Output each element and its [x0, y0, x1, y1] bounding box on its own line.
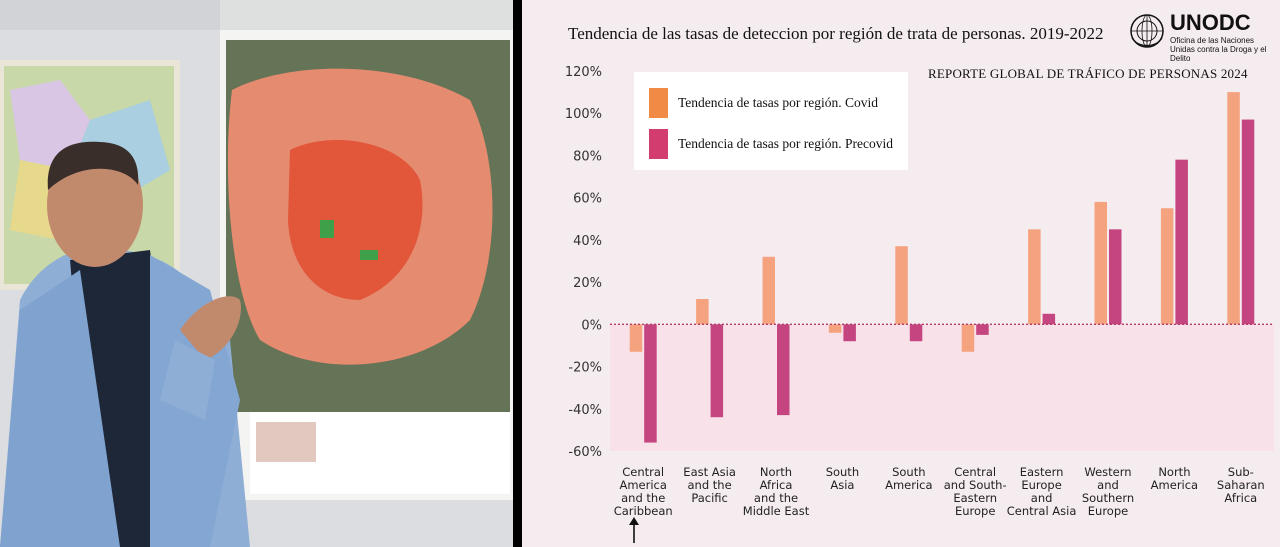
y-tick-label: 0%: [581, 318, 602, 333]
bar-precovid: [1109, 229, 1122, 325]
un-emblem-icon: [1130, 14, 1164, 48]
x-tick-label: Western and Southern Europe: [1082, 465, 1134, 518]
x-tick-label: North America: [1151, 465, 1198, 492]
y-tick-label: 120%: [565, 65, 602, 80]
legend-label-precovid: Tendencia de tasas por región. Precovid: [678, 136, 893, 151]
up-arrow-icon: [629, 517, 639, 543]
bar-covid: [696, 299, 709, 325]
y-tick-label: 60%: [573, 192, 602, 207]
bar-covid: [629, 324, 643, 352]
x-tick-label: Central and South-Eastern Europe: [944, 465, 1007, 518]
bar-covid: [828, 324, 842, 333]
bar-covid: [1028, 229, 1041, 325]
chart-subtitle: REPORTE GLOBAL DE TRÁFICO DE PERSONAS 20…: [928, 66, 1248, 81]
photo-man-with-map: [0, 0, 513, 547]
bar-precovid: [1042, 313, 1056, 325]
y-tick-label: 100%: [565, 107, 602, 122]
bar-covid: [961, 324, 975, 352]
photo-illustration: [0, 0, 513, 547]
bar-covid: [1160, 208, 1174, 325]
bar-precovid: [843, 324, 856, 342]
bar-precovid: [1241, 119, 1255, 325]
legend-item-precovid: Tendencia de tasas por región. Precovid: [649, 129, 893, 159]
bar-covid: [1094, 201, 1107, 325]
legend-label-covid: Tendencia de tasas por región. Covid: [678, 95, 878, 110]
y-tick-label: -40%: [568, 403, 602, 418]
chart-panel: -60% -40% -20% 0% 20% 40% 60% 80% 100% 120% Centr…: [522, 0, 1280, 547]
bar-precovid: [1175, 159, 1188, 325]
y-tick-label: -20%: [568, 361, 602, 376]
legend-swatch-precovid: [649, 129, 668, 159]
unodc-logo: UNODC Oficina de las Naciones Unidas con…: [1128, 10, 1276, 63]
y-tick-label: 20%: [573, 276, 602, 291]
chart-title: Tendencia de las tasas de deteccion por …: [568, 24, 1104, 43]
bar-covid: [1227, 92, 1240, 325]
x-tick-label: North Africa and the Middle East: [743, 465, 810, 518]
x-tick-label: Eastern Europe and Central Asia: [1007, 465, 1077, 518]
x-tick-label: Sub-Saharan Africa: [1217, 465, 1265, 505]
bar-precovid: [644, 324, 657, 443]
bar-precovid: [710, 324, 724, 418]
legend-swatch-covid: [649, 88, 668, 118]
bar-chart: -60% -40% -20% 0% 20% 40% 60% 80% 100% 120% Centr…: [565, 65, 1274, 518]
x-tick-label: East Asia and the Pacific: [683, 465, 736, 505]
y-tick-label: -60%: [568, 445, 602, 460]
legend-item-covid: Tendencia de tasas por región. Covid: [649, 88, 878, 118]
logo-name: UNODC: [1170, 10, 1251, 35]
logo-subtitle: Oficina de las Naciones Unidas contra la…: [1170, 36, 1267, 63]
bar-precovid: [976, 324, 989, 335]
x-tick-label: Central America and the Caribbean: [614, 465, 673, 518]
bar-precovid: [909, 324, 923, 342]
x-tick-label: South Asia: [826, 465, 859, 492]
bar-precovid: [777, 324, 790, 416]
y-tick-label: 40%: [573, 234, 602, 249]
chart-legend: Tendencia de tasas por región. Covid Ten…: [634, 72, 908, 170]
bar-covid: [895, 246, 908, 325]
negative-region-band: [610, 324, 1274, 451]
y-tick-label: 80%: [573, 149, 602, 164]
bar-covid: [762, 256, 775, 325]
x-tick-label: South America: [885, 465, 932, 492]
